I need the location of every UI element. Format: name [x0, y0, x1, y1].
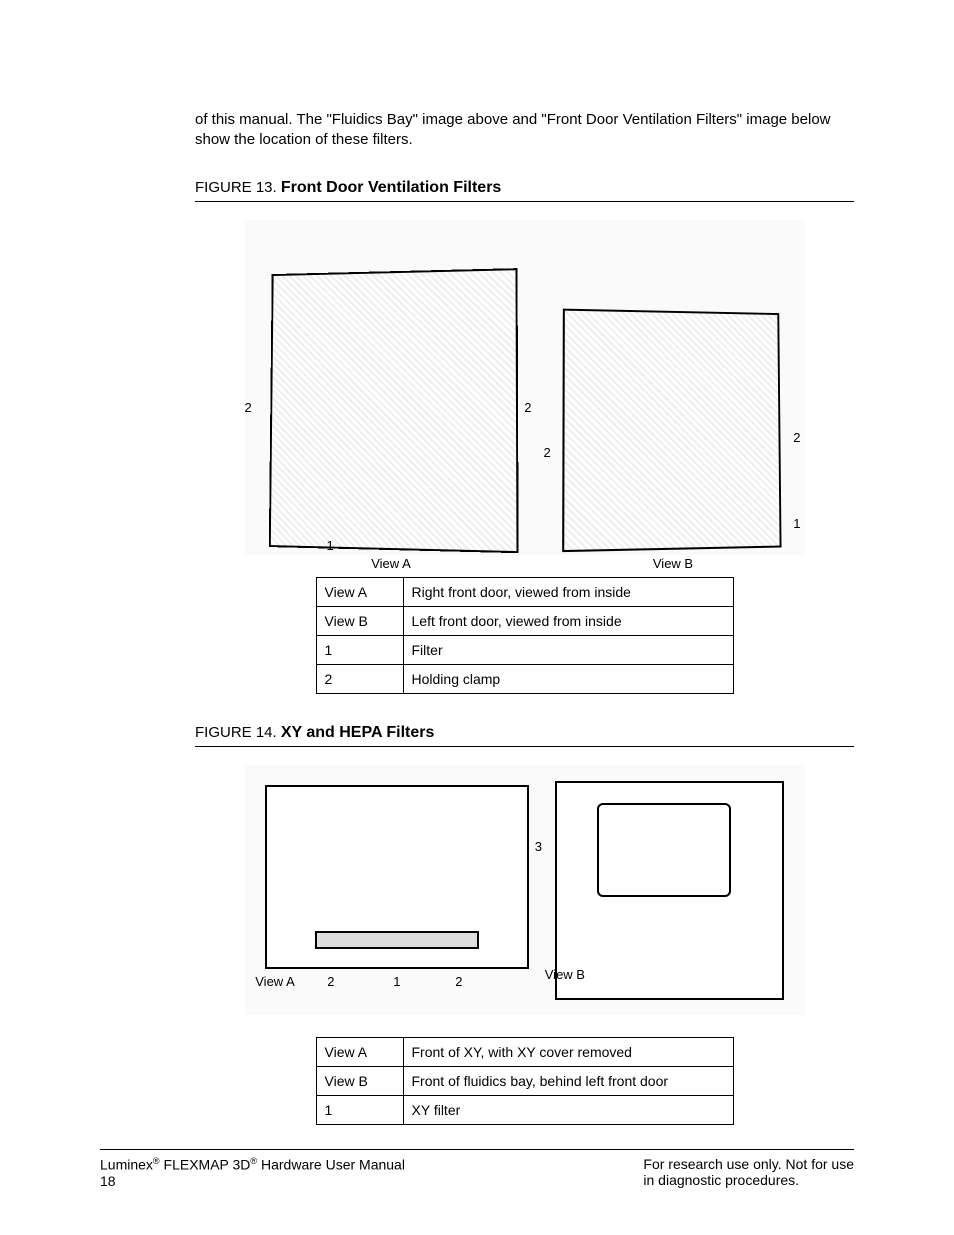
figure13-label: FIGURE 13.	[195, 179, 277, 196]
figure14-diagram: 2 1 2 View A 3 View B	[245, 765, 805, 1015]
legend-desc: Holding clamp	[403, 664, 733, 693]
figure13-viewA-label: View A	[267, 556, 516, 571]
legend-desc: Front of XY, with XY cover removed	[403, 1037, 733, 1066]
table-row: View A Front of XY, with XY cover remove…	[316, 1037, 733, 1066]
page-footer: Luminex® FLEXMAP 3D® Hardware User Manua…	[100, 1149, 854, 1189]
figure13-panel-b	[562, 308, 781, 552]
figure13b-callout-2-left: 2	[544, 445, 551, 460]
figure13-diagram: 2 2 1 View A 2 2 1 View B	[245, 220, 805, 555]
footer-doc-type: Hardware User Manual	[257, 1157, 405, 1173]
legend-key: View A	[316, 1037, 403, 1066]
footer-disclaimer-2: in diagnostic procedures.	[643, 1172, 854, 1188]
figure13-legend-table: View A Right front door, viewed from ins…	[316, 577, 734, 694]
figure13b-callout-1: 1	[793, 516, 800, 531]
figure13-heading: FIGURE 13. Front Door Ventilation Filter…	[195, 179, 854, 202]
figure14-heading: FIGURE 14. XY and HEPA Filters	[195, 724, 854, 747]
legend-key: View A	[316, 577, 403, 606]
legend-key: View B	[316, 606, 403, 635]
footer-model: FLEXMAP 3D	[160, 1157, 251, 1173]
figure13-image-wrap: 2 2 1 View A 2 2 1 View B	[195, 220, 854, 555]
figure14-viewA-label: View A	[255, 974, 295, 989]
table-row: View A Right front door, viewed from ins…	[316, 577, 733, 606]
legend-key: 1	[316, 1095, 403, 1124]
figure14-panel-b	[555, 781, 784, 1000]
figure14-title: XY and HEPA Filters	[281, 724, 435, 741]
legend-key: 2	[316, 664, 403, 693]
figure13-panel-a	[268, 268, 518, 553]
table-row: 2 Holding clamp	[316, 664, 733, 693]
figure14-panel-a	[265, 785, 529, 969]
legend-desc: Left front door, viewed from inside	[403, 606, 733, 635]
legend-desc: Right front door, viewed from inside	[403, 577, 733, 606]
figure13-viewB-label: View B	[564, 556, 783, 571]
figure14b-callout-3: 3	[535, 839, 542, 854]
figure14-legend-table: View A Front of XY, with XY cover remove…	[316, 1037, 734, 1125]
footer-right: For research use only. Not for use in di…	[643, 1156, 854, 1189]
footer-page-number: 18	[100, 1173, 405, 1189]
figure14a-callout-2-right: 2	[455, 974, 462, 989]
legend-desc: Filter	[403, 635, 733, 664]
figure14-viewB-label: View B	[545, 967, 585, 982]
footer-brand: Luminex	[100, 1157, 153, 1173]
table-row: 1 Filter	[316, 635, 733, 664]
intro-paragraph: of this manual. The "Fluidics Bay" image…	[195, 110, 854, 151]
table-row: View B Front of fluidics bay, behind lef…	[316, 1066, 733, 1095]
footer-left: Luminex® FLEXMAP 3D® Hardware User Manua…	[100, 1156, 405, 1189]
footer-product-line: Luminex® FLEXMAP 3D® Hardware User Manua…	[100, 1156, 405, 1173]
legend-key: 1	[316, 635, 403, 664]
legend-desc: Front of fluidics bay, behind left front…	[403, 1066, 733, 1095]
figure14a-callout-2-left: 2	[327, 974, 334, 989]
legend-desc: XY filter	[403, 1095, 733, 1124]
figure13-callout-1: 1	[327, 538, 334, 553]
figure13-title: Front Door Ventilation Filters	[281, 179, 501, 196]
page-root: of this manual. The "Fluidics Bay" image…	[0, 0, 954, 1235]
legend-key: View B	[316, 1066, 403, 1095]
footer-disclaimer-1: For research use only. Not for use	[643, 1156, 854, 1172]
table-row: 1 XY filter	[316, 1095, 733, 1124]
figure13-callout-2-mid: 2	[524, 400, 531, 415]
reg-mark-icon: ®	[153, 1156, 160, 1166]
figure13-callout-2-left: 2	[245, 400, 252, 415]
figure13b-callout-2-right: 2	[793, 430, 800, 445]
figure14a-callout-1: 1	[393, 974, 400, 989]
figure14-label: FIGURE 14.	[195, 724, 277, 741]
table-row: View B Left front door, viewed from insi…	[316, 606, 733, 635]
figure14-image-wrap: 2 1 2 View A 3 View B	[195, 765, 854, 1015]
